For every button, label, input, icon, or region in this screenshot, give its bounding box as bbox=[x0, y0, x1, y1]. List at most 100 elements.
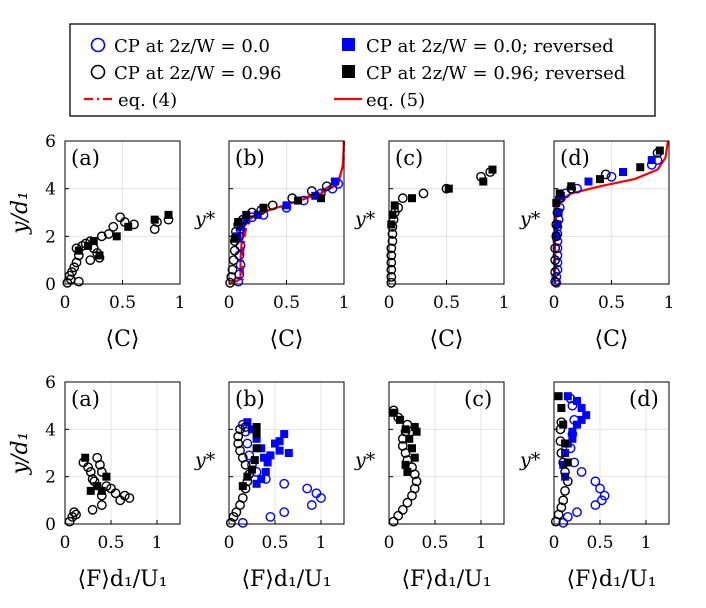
x-tick-label: 1 bbox=[152, 533, 163, 553]
data-point-square bbox=[390, 201, 399, 210]
x-tick-label: 1 bbox=[339, 293, 350, 313]
data-point-circle bbox=[387, 236, 398, 247]
data-point-square bbox=[252, 430, 261, 439]
data-point-square bbox=[271, 439, 279, 448]
data-point-square bbox=[150, 215, 159, 224]
panel-bot-c: 0 0.5 1 (c) ⟨F⟩d₁/U₁ y* bbox=[354, 381, 505, 592]
data-point-circle bbox=[397, 193, 408, 204]
data-point-square bbox=[555, 189, 564, 198]
data-point-circle bbox=[73, 276, 84, 287]
data-point-circle bbox=[560, 467, 570, 477]
y-axis-label: y/d₁ bbox=[8, 432, 33, 476]
x-axis-label: ⟨C⟩ bbox=[106, 327, 140, 352]
data-point-circle bbox=[225, 517, 236, 528]
ystar-label: y* bbox=[354, 208, 376, 230]
x-axis-label: ⟨C⟩ bbox=[270, 327, 304, 352]
axes-box bbox=[64, 381, 181, 525]
legend-marker-cp0r bbox=[342, 38, 355, 51]
data-point-square bbox=[444, 184, 453, 193]
panel-top-d: 0 0.5 1 (d) ⟨C⟩ y* bbox=[519, 140, 674, 352]
data-point-square bbox=[236, 222, 245, 231]
data-point-circle bbox=[244, 450, 255, 461]
x-tick-label: 0 bbox=[549, 293, 560, 313]
panel-label: (d) bbox=[629, 387, 659, 411]
panel-label: (c) bbox=[464, 387, 492, 411]
data-point-circle bbox=[562, 476, 573, 487]
panel-label: (d) bbox=[560, 146, 590, 170]
x-tick-label: 0 bbox=[60, 533, 71, 553]
data-point-square bbox=[280, 430, 289, 439]
data-point-square bbox=[387, 220, 396, 229]
data-point-square bbox=[567, 182, 576, 191]
data-point-square bbox=[552, 198, 561, 207]
data-point-square bbox=[479, 177, 488, 186]
data-point-square bbox=[275, 446, 284, 455]
x-tick-label: 0 bbox=[224, 293, 235, 313]
legend-marker-cp0 bbox=[90, 37, 106, 53]
data-point-square bbox=[97, 486, 106, 495]
data-point-circle bbox=[397, 504, 408, 515]
data-point-circle bbox=[551, 219, 562, 230]
data-point-square bbox=[242, 210, 251, 219]
data-point-circle bbox=[409, 483, 420, 494]
data-point-circle bbox=[242, 438, 253, 449]
data-point-square bbox=[284, 449, 293, 457]
x-tick-label: 0.5 bbox=[421, 533, 448, 553]
data-point-circle bbox=[119, 490, 130, 501]
panel-bot-a: 0 0.5 1 0 2 4 6 (a) ⟨F⟩d₁/U₁ y/d₁ bbox=[8, 373, 181, 592]
data-point-circle bbox=[393, 510, 404, 521]
data-point-square bbox=[403, 467, 412, 476]
data-point-square bbox=[410, 453, 419, 462]
data-point-square bbox=[257, 475, 266, 484]
legend: CP at 2z/W = 0.0 CP at 2z/W = 0.0; rever… bbox=[69, 23, 656, 117]
panel-top-b: 0 0.5 1 (b) ⟨C⟩ y* bbox=[194, 140, 350, 352]
y-tick-label: 2 bbox=[45, 227, 56, 247]
data-point-square bbox=[81, 453, 90, 462]
data-point-square bbox=[488, 165, 497, 174]
data-point-square bbox=[275, 437, 284, 446]
x-tick-label: 0 bbox=[384, 293, 395, 313]
axes-box bbox=[228, 381, 345, 525]
data-point-square bbox=[559, 420, 568, 429]
y-axis-label: y/d₁ bbox=[8, 191, 33, 235]
data-point-square bbox=[89, 237, 98, 246]
data-point-square bbox=[408, 194, 416, 203]
data-point-circle bbox=[71, 509, 81, 520]
data-point-circle bbox=[418, 188, 429, 199]
data-point-circle bbox=[227, 264, 238, 275]
data-point-square bbox=[573, 396, 581, 405]
data-point-circle bbox=[590, 476, 601, 487]
y-tick-label: 6 bbox=[45, 132, 56, 152]
data-point-circle bbox=[556, 502, 567, 513]
data-point-square bbox=[74, 246, 83, 255]
legend-marker-cp96 bbox=[90, 64, 106, 80]
legend-label-eq5: eq. (5) bbox=[366, 90, 425, 111]
panel-bot-d: 0 0.5 1 (d) ⟨F⟩d₁/U₁ y* bbox=[519, 381, 670, 592]
x-axis-label: ⟨F⟩d₁/U₁ bbox=[401, 567, 491, 592]
data-point-circle bbox=[550, 243, 561, 254]
data-point-square bbox=[252, 422, 261, 431]
data-point-square bbox=[261, 467, 270, 476]
data-point-circle bbox=[67, 267, 77, 277]
data-point-square bbox=[230, 234, 239, 243]
data-point-square bbox=[563, 392, 572, 401]
data-point-square bbox=[102, 472, 111, 481]
data-point-circle bbox=[599, 490, 610, 501]
data-point-circle bbox=[321, 181, 332, 192]
data-point-square bbox=[248, 425, 256, 434]
data-point-circle bbox=[237, 493, 248, 503]
data-point-circle bbox=[386, 243, 397, 254]
data-point-square bbox=[164, 210, 173, 219]
data-point-circle bbox=[550, 276, 561, 287]
data-point-circle bbox=[595, 483, 605, 494]
data-point-square bbox=[410, 422, 419, 431]
plot-area bbox=[389, 382, 504, 524]
panel-bot-b: 0 0.5 1 (b) ⟨F⟩d₁/U₁ y* bbox=[194, 381, 345, 592]
data-point-circle bbox=[600, 169, 611, 180]
x-tick-label: 1 bbox=[499, 293, 510, 313]
plot-area bbox=[65, 382, 180, 524]
data-point-square bbox=[619, 167, 627, 176]
ystar-label: y* bbox=[519, 449, 541, 471]
data-point-circle bbox=[402, 497, 413, 508]
data-point-square bbox=[242, 215, 251, 224]
